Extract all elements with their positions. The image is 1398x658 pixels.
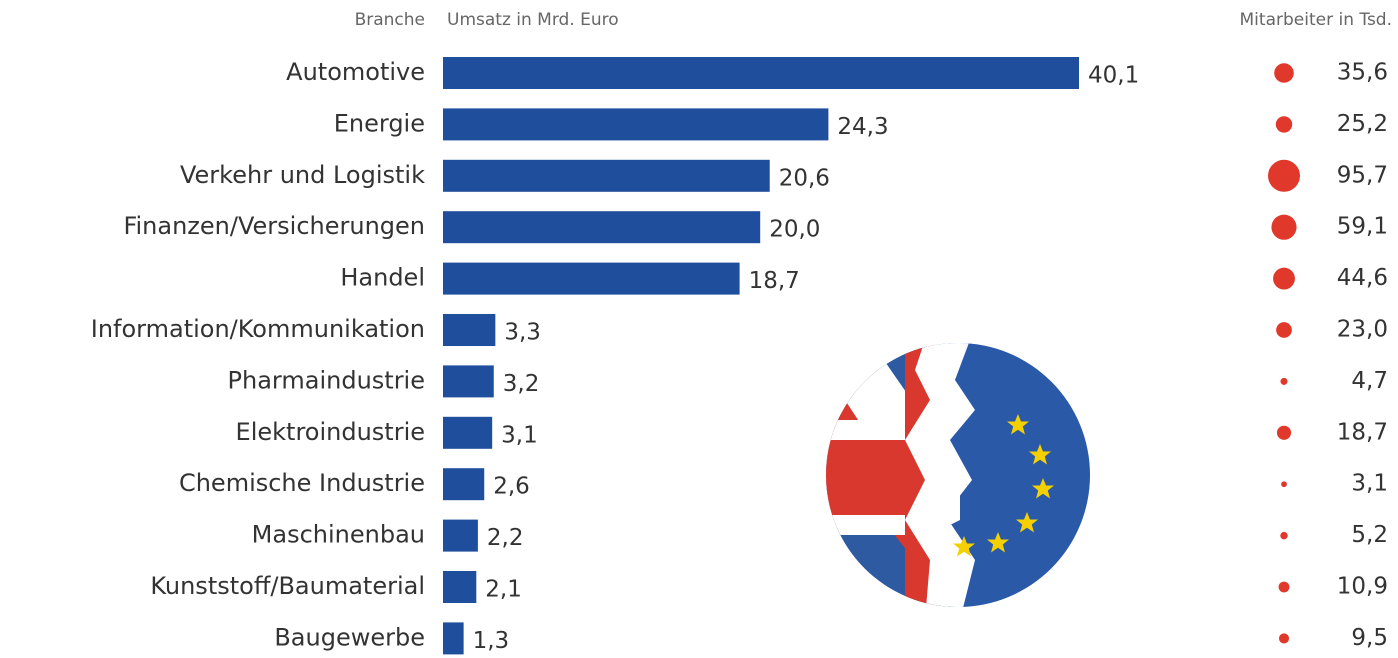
value-label: 4,7: [1351, 368, 1388, 394]
category-label: Verkehr und Logistik: [180, 161, 425, 189]
bubble: [1278, 581, 1290, 593]
value-label: 10,9: [1337, 574, 1388, 600]
category-label: Information/Kommunikation: [91, 315, 425, 343]
bubble: [1271, 214, 1297, 240]
bar: [443, 519, 478, 552]
bubble: [1280, 377, 1288, 385]
bar: [443, 365, 494, 398]
bubble: [1273, 267, 1295, 290]
bubble: [1274, 63, 1294, 83]
category-label: Finanzen/Versicherungen: [123, 212, 425, 240]
bubble: [1278, 633, 1290, 644]
value-label: 1,3: [473, 628, 510, 654]
bar: [443, 108, 829, 141]
category-label: Handel: [340, 264, 425, 292]
category-label: Maschinenbau: [252, 521, 425, 549]
value-label: 3,2: [503, 371, 540, 397]
bar: [443, 314, 496, 346]
value-label: 2,2: [487, 525, 524, 551]
bubble: [1280, 531, 1288, 540]
category-label: Kunststoff/Baumaterial: [150, 572, 425, 600]
value-label: 40,1: [1088, 63, 1139, 89]
value-label: 24,3: [837, 114, 888, 140]
value-label: 35,6: [1337, 60, 1388, 86]
value-label: 59,1: [1337, 214, 1388, 240]
bar: [443, 571, 477, 603]
category-label: Elektroindustrie: [236, 418, 425, 446]
value-label: 23,0: [1337, 317, 1388, 343]
value-label: 5,2: [1351, 522, 1388, 548]
value-label: 95,7: [1337, 162, 1388, 188]
value-label: 18,7: [1337, 419, 1388, 445]
bubble: [1275, 116, 1293, 133]
value-label: 20,6: [779, 165, 830, 191]
bar: [443, 262, 740, 295]
value-label: 9,5: [1351, 625, 1388, 651]
bar: [443, 416, 493, 449]
bubble: [1281, 481, 1287, 488]
value-label: 25,2: [1337, 111, 1388, 137]
value-label: 3,1: [1351, 471, 1388, 497]
bubble: [1276, 425, 1292, 440]
bar: [443, 468, 485, 501]
value-label: 3,3: [504, 320, 541, 346]
category-label: Baugewerbe: [274, 623, 425, 651]
category-label: Automotive: [286, 58, 425, 86]
series-header: Mitarbeiter in Tsd.: [1240, 10, 1392, 30]
category-header: Branche: [355, 10, 425, 30]
value-label: 2,6: [493, 474, 530, 500]
value-label: 18,7: [749, 268, 800, 294]
bubble: [1268, 159, 1300, 192]
bar: [443, 622, 464, 655]
value-label: 44,6: [1337, 265, 1388, 291]
value-label: 2,1: [485, 577, 522, 603]
bar: [443, 159, 770, 192]
bubble: [1276, 322, 1292, 338]
category-label: Chemische Industrie: [179, 469, 425, 497]
category-label: Pharmaindustrie: [228, 366, 425, 394]
category-label: Energie: [334, 109, 425, 137]
bar: [443, 57, 1079, 89]
brexit-illustration: [826, 343, 1090, 607]
value-label: 20,0: [769, 217, 820, 243]
value-label: 3,1: [501, 422, 538, 448]
bar: [443, 211, 761, 244]
series-header: Umsatz in Mrd. Euro: [447, 10, 619, 30]
